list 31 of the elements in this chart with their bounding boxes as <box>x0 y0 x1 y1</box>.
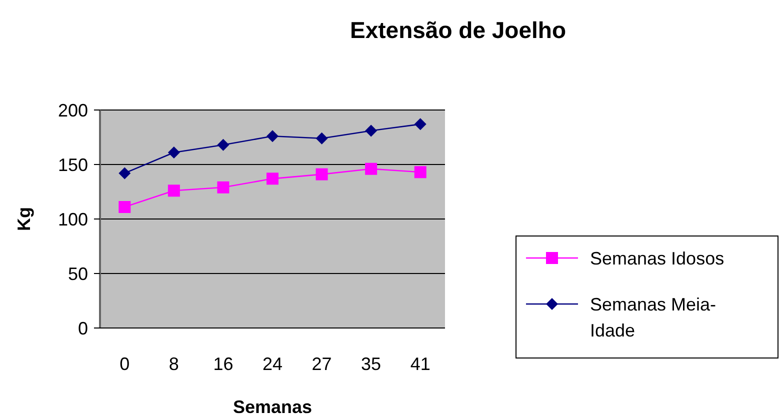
point <box>217 138 230 151</box>
x-tick-label: 27 <box>312 354 332 374</box>
x-tick-label: 0 <box>120 354 130 374</box>
point <box>316 132 328 144</box>
point <box>118 201 131 214</box>
point <box>365 124 378 137</box>
x-tick-label: 35 <box>361 354 382 374</box>
y-tick-label: 50 <box>68 264 88 284</box>
x-tick-label: 41 <box>410 354 430 374</box>
x-tick-label: 24 <box>262 354 283 374</box>
legend-label: Semanas Meia-Idade <box>590 294 716 340</box>
point <box>365 162 378 175</box>
point <box>118 167 131 180</box>
y-tick-label: 100 <box>58 209 88 230</box>
point <box>266 172 278 185</box>
point <box>168 184 180 197</box>
y-tick-label: 0 <box>78 318 88 338</box>
y-axis-title: Kg <box>14 207 34 231</box>
point <box>217 181 230 194</box>
x-tick-label: 16 <box>213 354 234 374</box>
point <box>414 118 426 130</box>
y-tick-label: 200 <box>58 100 88 120</box>
point <box>168 146 180 159</box>
point <box>266 130 278 142</box>
y-tick-label: 150 <box>58 154 88 175</box>
x-axis-title: Semanas <box>232 397 312 417</box>
point <box>316 168 328 180</box>
chart-title: Extensão de Joelho <box>350 17 566 43</box>
point <box>414 166 426 178</box>
legend-label: Semanas Idosos <box>590 248 724 268</box>
x-tick-label: 8 <box>168 354 179 374</box>
